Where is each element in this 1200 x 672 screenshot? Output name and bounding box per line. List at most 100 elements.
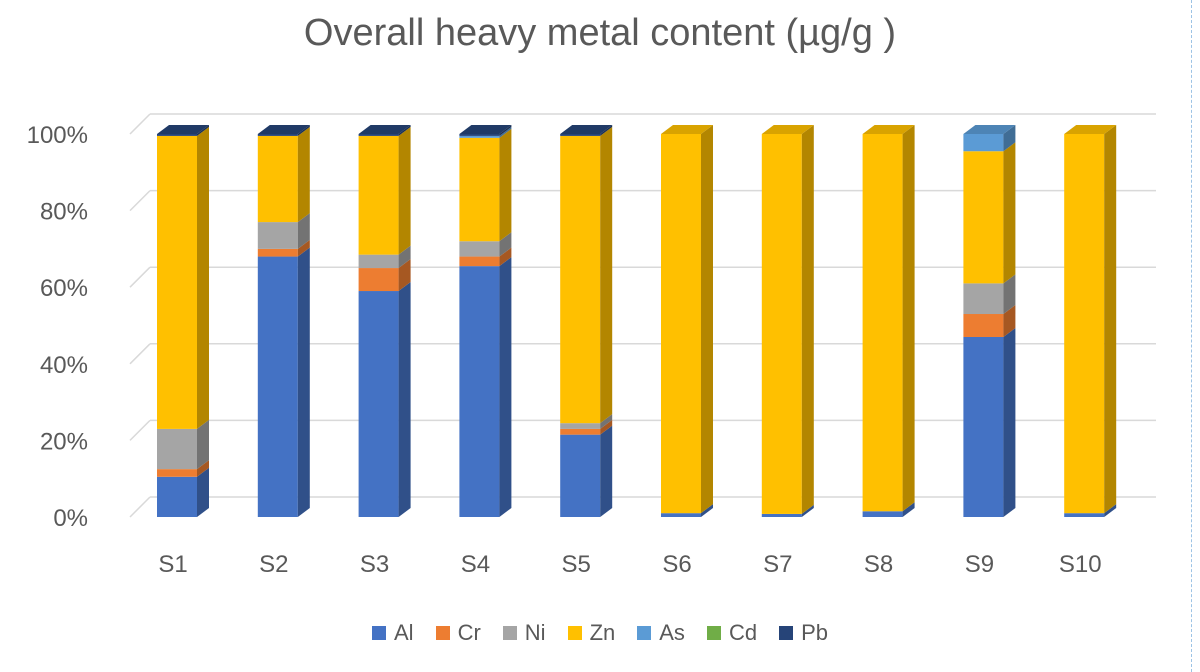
legend-label: Ni — [524, 620, 546, 645]
bar-top — [761, 125, 814, 134]
bar-segment — [560, 434, 601, 517]
bar-segment — [459, 137, 500, 242]
y-tick-label: 40% — [40, 352, 88, 379]
y-tick-label: 0% — [53, 505, 88, 532]
bar-segment-side — [1003, 327, 1016, 517]
bar-segment-side — [499, 128, 512, 242]
bar-segment — [358, 135, 399, 255]
legend-item: Cr — [435, 620, 481, 646]
bar-segment — [257, 134, 298, 136]
bar-segment — [963, 283, 1004, 315]
legend-label: As — [659, 620, 685, 645]
legend-swatch — [567, 626, 582, 640]
bar-segment — [358, 134, 399, 136]
bar-segment-side — [297, 247, 310, 517]
bar-segment-side — [1003, 142, 1016, 284]
bar-top — [661, 125, 713, 134]
legend-item: Cd — [706, 620, 758, 646]
bar-segment-side — [197, 125, 209, 136]
gridline-diag — [129, 113, 151, 135]
bar-segment — [560, 423, 601, 429]
legend-swatch — [706, 626, 721, 640]
bar-segment-side — [197, 467, 209, 517]
bar-top — [358, 125, 411, 134]
x-tick-label: S4 — [461, 551, 490, 578]
bar-segment-side — [398, 259, 411, 292]
bar-segment — [358, 268, 399, 292]
x-tick-label: S7 — [763, 551, 792, 578]
bar-top — [560, 125, 613, 134]
bar-segment-side — [600, 419, 613, 435]
bar-segment-side — [297, 239, 310, 257]
bar-top — [963, 125, 1016, 134]
bar-segment-side — [801, 125, 814, 514]
bar-segment-side — [297, 213, 310, 249]
x-tick-label: S2 — [259, 551, 288, 578]
bar-top — [1064, 125, 1117, 134]
bar-segment — [963, 314, 1004, 337]
bar-top — [862, 125, 915, 134]
bar-segment-side — [297, 126, 310, 223]
legend-swatch — [435, 626, 450, 640]
bar-segment-side — [1003, 305, 1016, 337]
bar-segment — [459, 266, 500, 517]
bar-segment-side — [398, 126, 411, 255]
bar-segment — [157, 134, 197, 136]
bar-segment-side — [499, 247, 512, 267]
bar-segment — [761, 513, 802, 517]
bar-segment-side — [499, 257, 512, 517]
bar-segment — [560, 135, 601, 424]
bar-segment — [157, 476, 197, 517]
bar-segment-side — [600, 414, 613, 429]
y-tick-label: 80% — [40, 199, 88, 226]
bar-segment — [257, 222, 298, 249]
legend-label: Cr — [457, 620, 481, 645]
bar-segment — [1064, 513, 1105, 517]
bar-segment-side — [701, 125, 713, 514]
x-tick-label: S5 — [562, 551, 591, 578]
frame-edge — [1191, 0, 1200, 672]
bar-segment-side — [1003, 274, 1016, 315]
bar-segment-side — [398, 282, 411, 517]
bar-segment-side — [499, 126, 512, 138]
legend-item: Al — [372, 620, 414, 646]
x-tick-label: S10 — [1059, 551, 1102, 578]
legend-label: Al — [394, 620, 414, 645]
bar-segment — [661, 134, 701, 514]
bar-segment-side — [297, 125, 310, 136]
bar-segment — [862, 511, 903, 517]
bar-segment-side — [197, 126, 209, 429]
bar-top — [257, 125, 310, 134]
legend-label: Cd — [728, 620, 758, 645]
bar-segment-side — [499, 232, 512, 257]
y-tick-label: 60% — [40, 275, 88, 302]
gridline-diag — [129, 266, 151, 288]
bar-segment — [157, 135, 197, 429]
bar-segment — [157, 428, 197, 470]
legend-label: Zn — [589, 620, 616, 645]
gridline-diag — [129, 496, 151, 518]
x-tick-label: S3 — [360, 551, 389, 578]
bar-top — [157, 125, 209, 134]
bar-top — [459, 125, 512, 134]
bar-segment-side — [902, 125, 915, 512]
bar-segment — [1064, 134, 1105, 514]
bar-segment — [862, 134, 903, 512]
legend-swatch — [372, 626, 386, 640]
legend-item: Pb — [779, 620, 828, 646]
gridline-diag — [129, 343, 151, 365]
bar-segment-side — [197, 419, 209, 470]
bar-segment — [761, 134, 802, 514]
legend-label: Pb — [801, 620, 828, 645]
bar-segment — [459, 256, 500, 267]
bar-segment — [560, 428, 601, 435]
legend-item: Zn — [567, 620, 616, 646]
bar-segment — [157, 469, 197, 477]
x-tick-label: S9 — [965, 551, 994, 578]
bar-segment-side — [1003, 125, 1016, 152]
y-tick-label: 20% — [40, 428, 88, 455]
gridline-diag — [129, 419, 151, 441]
chart-title: Overall heavy metal content (µg/g ) — [303, 12, 897, 54]
